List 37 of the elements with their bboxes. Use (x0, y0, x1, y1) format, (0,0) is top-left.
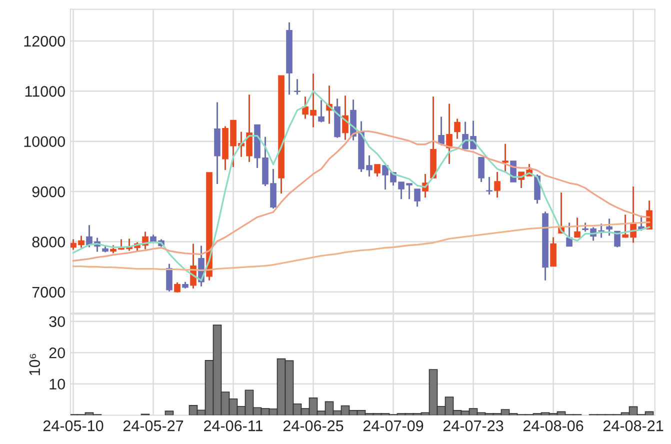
x-tick-label: 24-06-25 (283, 420, 344, 432)
y-tick-label: 12000 (24, 36, 65, 47)
x-tick-label: 24-08-21 (603, 420, 664, 432)
bar (164, 410, 174, 416)
x-tick-label: 24-05-10 (43, 420, 104, 432)
x-tick-label: 24-08-06 (523, 420, 584, 432)
y-tick-label: 9000 (32, 186, 65, 198)
candlestick (438, 116, 444, 146)
candlestick (534, 174, 540, 204)
candlestick (606, 218, 612, 236)
candlestick (550, 236, 556, 268)
candlestick (166, 263, 172, 292)
candlestick (374, 164, 380, 178)
y-tick-label: 11000 (25, 86, 65, 97)
candlestick (318, 99, 324, 124)
x-tick-label: 24-06-11 (204, 420, 263, 432)
candlestick (566, 222, 572, 248)
candlestick (614, 230, 620, 248)
y-tick-label: 30 (49, 316, 65, 328)
candlestick (294, 78, 300, 96)
x-tick-label: 24-07-23 (443, 420, 504, 432)
candlestick (574, 216, 580, 238)
y-tick-label: 8000 (32, 236, 65, 248)
y-axis-title: 10⁶ (29, 354, 40, 376)
y-tick-label: 7000 (32, 286, 65, 298)
candlestick (502, 143, 508, 173)
candlestick (454, 118, 460, 140)
candlestick (478, 156, 484, 183)
y-tick-label: 10 (50, 378, 65, 390)
candlestick (174, 282, 180, 294)
y-tick-label: 20 (49, 347, 65, 358)
x-tick-label: 24-05-27 (123, 420, 184, 432)
candlestick (414, 188, 420, 208)
candlestick (486, 176, 492, 196)
x-tick-label: 24-07-09 (363, 420, 424, 432)
candlestick (494, 171, 500, 198)
y-tick-label: 10000 (24, 136, 65, 148)
